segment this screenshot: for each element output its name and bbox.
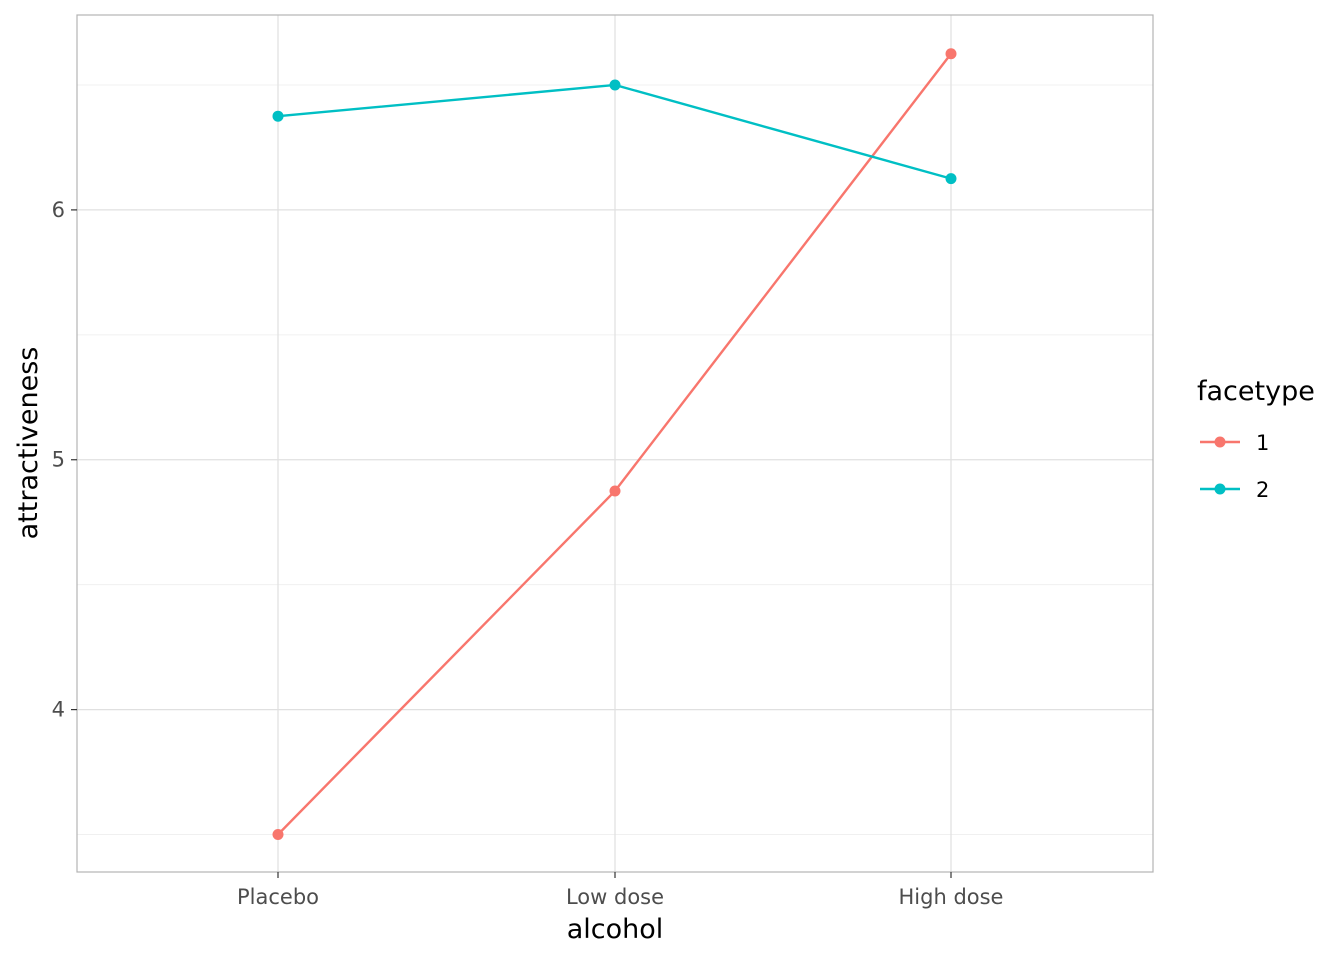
legend-label: 1: [1256, 431, 1269, 455]
major-gridlines: [77, 15, 1153, 872]
x-tick-label: Placebo: [237, 885, 319, 909]
series-2-point: [945, 173, 957, 185]
legend: facetype 1 2: [1197, 376, 1315, 502]
x-tick-label: High dose: [899, 885, 1004, 909]
x-tick-label: Low dose: [566, 885, 664, 909]
legend-key-point: [1214, 436, 1226, 448]
series-2-point: [272, 110, 284, 122]
series-1-point: [945, 48, 957, 60]
series-1-point: [272, 829, 284, 841]
y-axis: 4 5 6: [52, 198, 77, 722]
legend-label: 2: [1256, 478, 1269, 502]
legend-title: facetype: [1197, 376, 1315, 407]
x-axis-title: alcohol: [567, 914, 664, 945]
y-tick-label: 4: [52, 698, 65, 722]
y-tick-label: 6: [52, 198, 65, 222]
x-axis: Placebo Low dose High dose: [237, 872, 1004, 909]
series-layer: [272, 48, 957, 841]
series-1-point: [609, 485, 621, 497]
series-2-point: [609, 79, 621, 91]
y-tick-label: 5: [52, 448, 65, 472]
legend-key-point: [1214, 483, 1226, 495]
y-axis-title: attractiveness: [13, 347, 44, 540]
